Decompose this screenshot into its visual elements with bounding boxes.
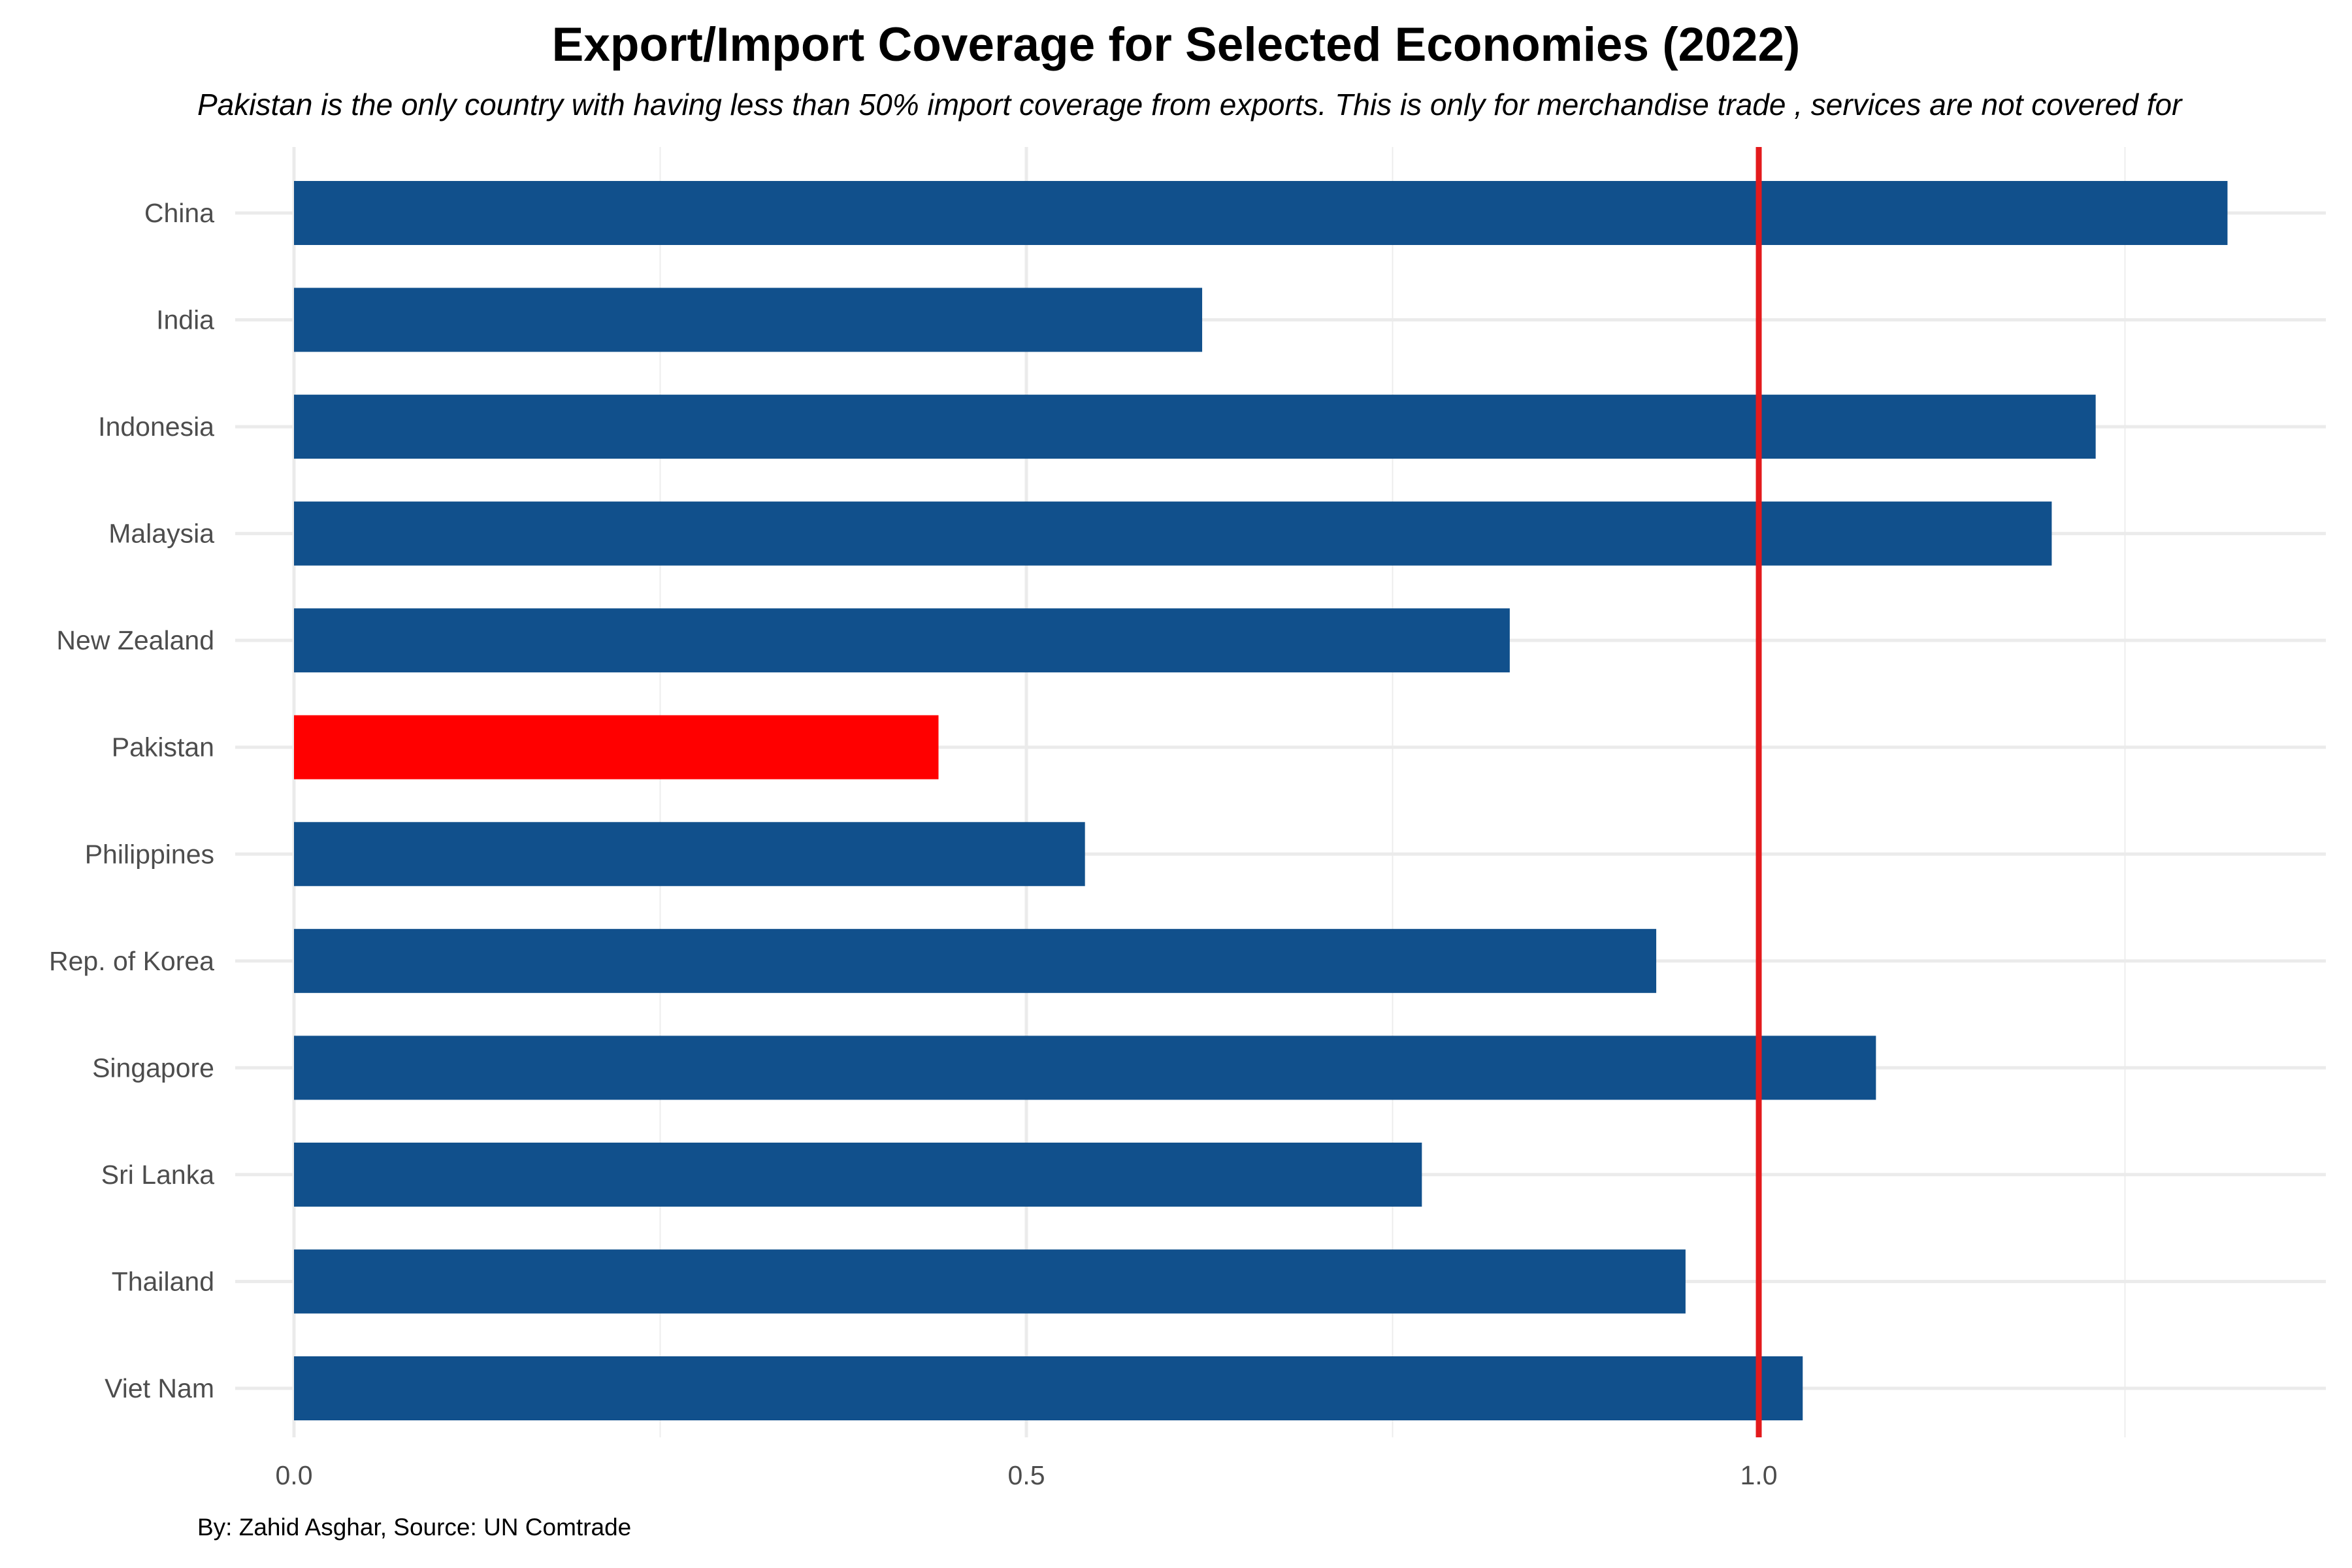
bar-philippines [294, 822, 1085, 887]
bars [294, 181, 2228, 1420]
chart-caption: By: Zahid Asghar, Source: UN Comtrade [197, 1514, 631, 1541]
y-tick-label: Rep. of Korea [49, 946, 214, 976]
y-tick-label: India [156, 305, 214, 335]
x-tick-label: 1.0 [1740, 1460, 1778, 1490]
bar-thailand [294, 1249, 1686, 1314]
bar-singapore [294, 1036, 1876, 1100]
y-axis-labels: China India Indonesia Malaysia New Zealand Pa… [49, 198, 214, 1403]
x-axis-labels: 0.0 0.5 1.0 [276, 1460, 1778, 1490]
bar-new-zealand [294, 608, 1510, 673]
bar-malaysia [294, 501, 2052, 566]
y-tick-label: Sri Lanka [101, 1160, 214, 1190]
y-tick-label: New Zealand [56, 625, 214, 655]
x-tick-label: 0.5 [1008, 1460, 1045, 1490]
bar-rep-of-korea [294, 928, 1657, 993]
y-tick-label: Thailand [112, 1266, 214, 1296]
bar-india [294, 287, 1203, 352]
bar-viet-nam [294, 1356, 1803, 1420]
bar-china [294, 181, 2228, 245]
y-tick-label: Malaysia [108, 519, 214, 549]
y-tick-label: Singapore [92, 1053, 214, 1083]
y-tick-label: Philippines [85, 839, 214, 869]
bar-sri-lanka [294, 1142, 1422, 1207]
y-tick-label: China [144, 198, 214, 228]
x-tick-label: 0.0 [276, 1460, 313, 1490]
chart-title: Export/Import Coverage for Selected Econ… [552, 18, 1801, 71]
chart-subtitle: Pakistan is the only country with having… [197, 88, 2183, 122]
y-tick-label: Indonesia [98, 412, 214, 442]
bar-indonesia [294, 395, 2096, 459]
y-tick-label: Viet Nam [105, 1373, 214, 1403]
y-tick-label: Pakistan [112, 732, 214, 762]
bar-pakistan [294, 715, 939, 779]
